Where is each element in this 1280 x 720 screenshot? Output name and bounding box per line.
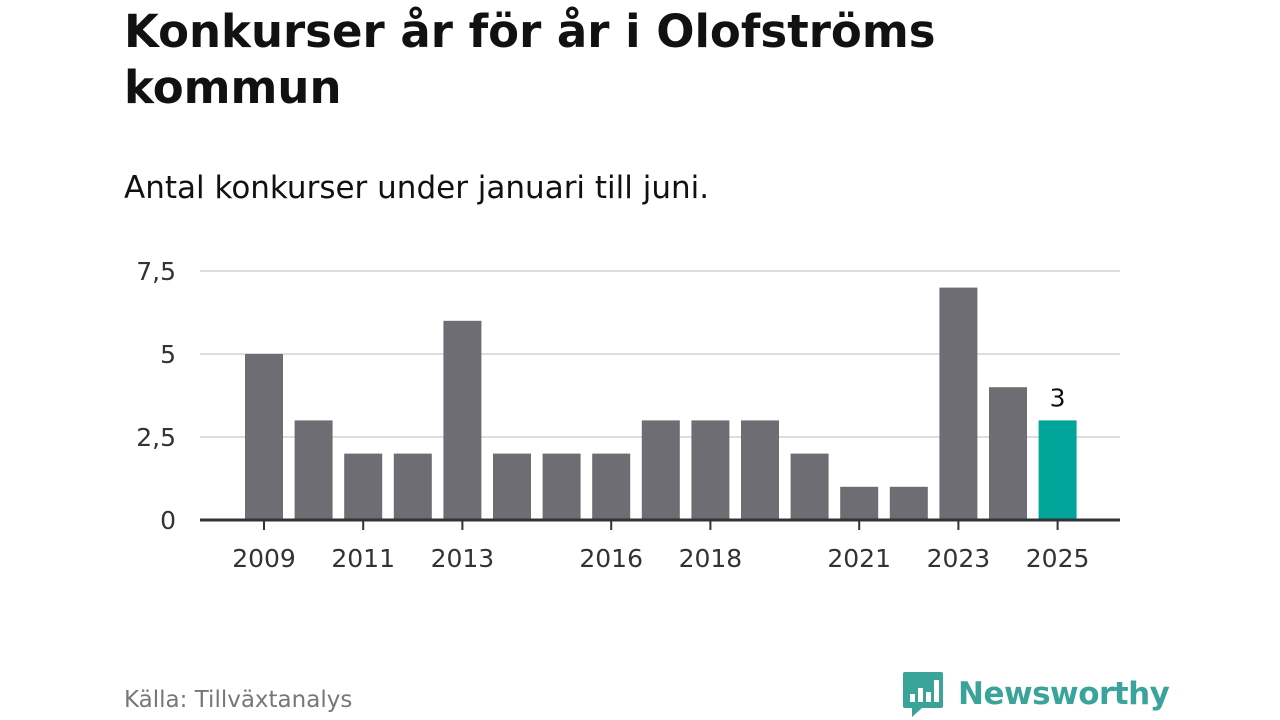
x-tick-label: 2023 [927,544,991,573]
bar [245,354,283,520]
brand-name: Newsworthy [958,676,1170,712]
bar-chart-speech-bubble-icon [903,672,943,717]
bar [840,486,879,520]
brand-logo: Newsworthy [902,670,1170,718]
bar [790,453,829,520]
bar [741,420,779,520]
bar [493,453,531,520]
chart-title: Konkurser år för år i Olofströms kommun [124,5,936,114]
x-tick-label: 2018 [679,544,743,573]
bar [443,320,482,520]
y-tick-label: 2,5 [136,423,176,452]
source-note: Källa: Tillväxtanalys [124,687,353,713]
x-tick-label: 2011 [331,544,395,573]
bar [989,387,1027,520]
y-tick-label: 7,5 [136,257,176,286]
x-tick-label: 2013 [431,544,495,573]
data-label: 3 [1050,383,1066,412]
y-tick-label: 0 [160,506,176,535]
x-tick-label: 2016 [579,544,643,573]
bar [691,420,730,520]
y-tick-label: 5 [160,340,176,369]
bar [641,420,680,520]
bar [542,453,581,520]
chart-subtitle: Antal konkurser under januari till juni. [124,170,710,206]
bar [889,486,928,520]
x-tick-label: 2021 [827,544,891,573]
x-tick-label: 2025 [1026,544,1090,573]
bar [393,453,432,520]
bar [294,420,333,520]
bar [939,287,978,520]
bar [344,453,383,520]
x-tick-label: 2009 [232,544,296,573]
bar [1038,420,1077,520]
bar [592,453,631,520]
